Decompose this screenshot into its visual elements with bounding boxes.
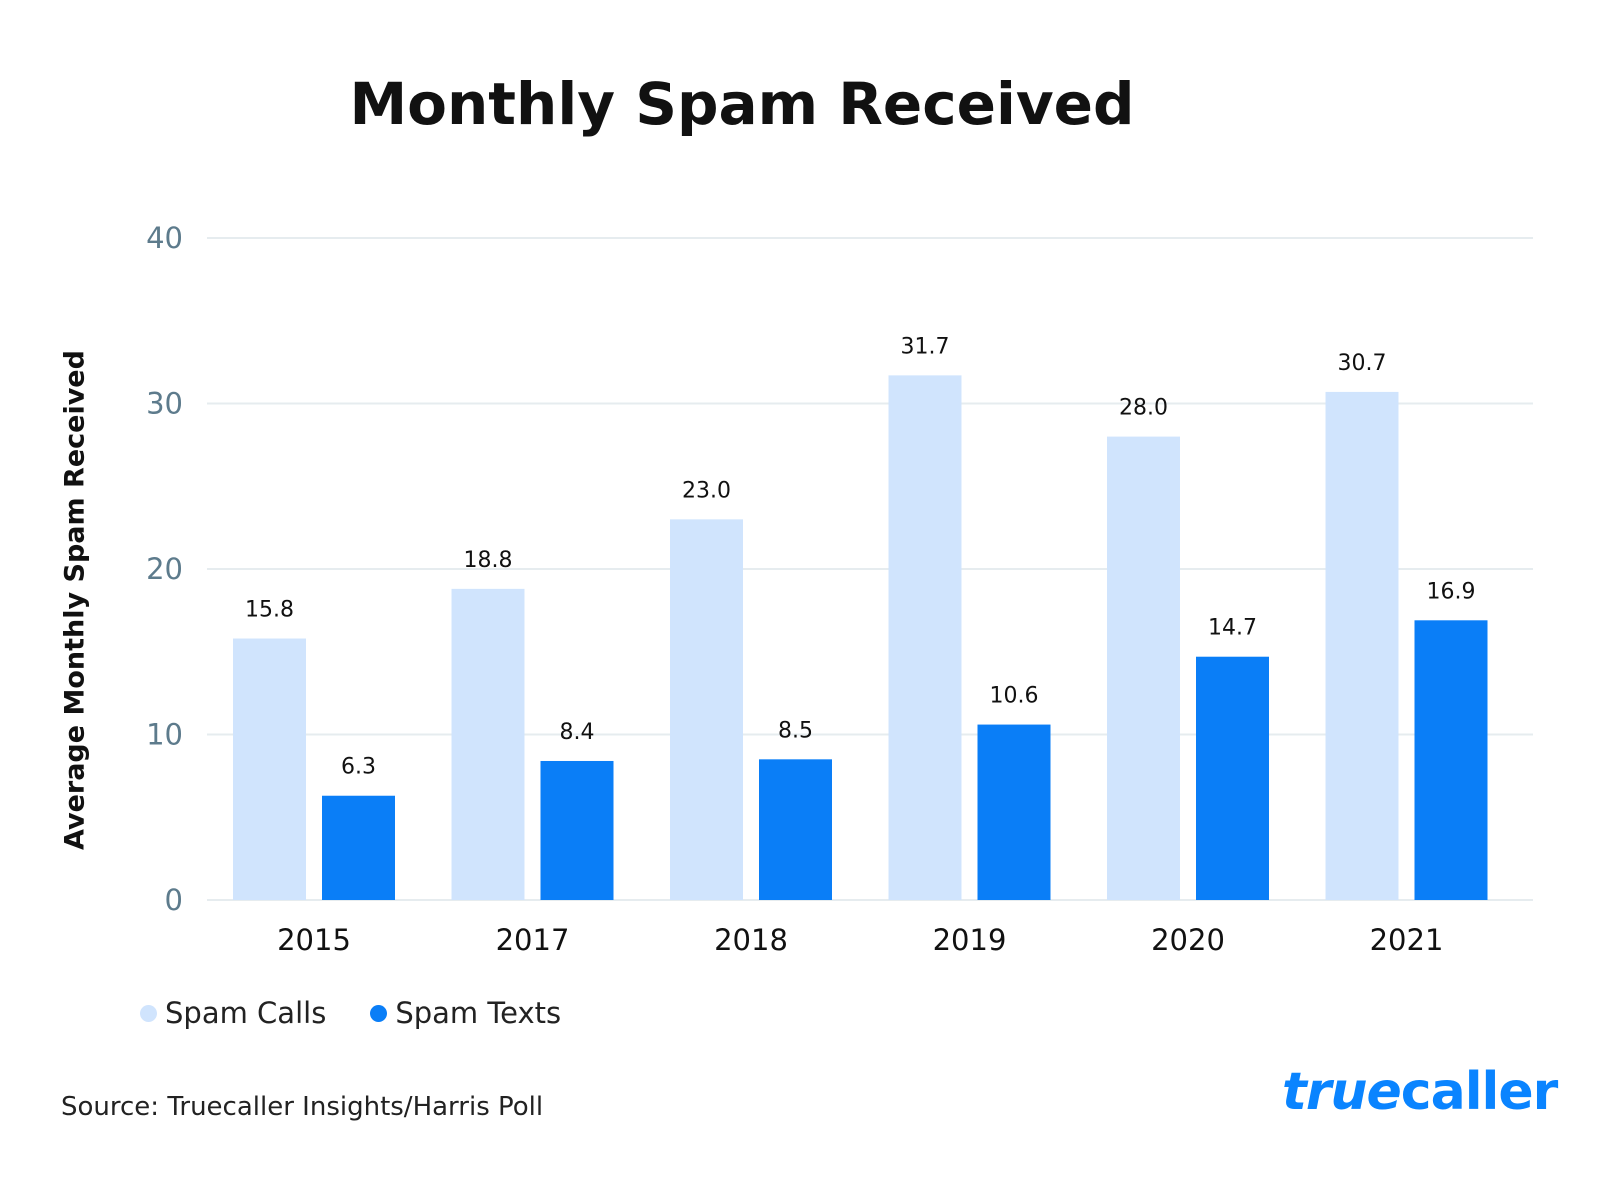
y-tick-label: 0 <box>165 883 183 917</box>
bar-spam-texts <box>977 724 1051 900</box>
bar-spam-calls <box>670 519 743 900</box>
y-tick-label: 20 <box>146 552 183 586</box>
data-label: 6.3 <box>341 755 376 780</box>
legend-label: Spam Texts <box>395 996 562 1030</box>
legend: Spam Calls Spam Texts <box>140 996 561 1030</box>
legend-swatch-spam-texts <box>370 1004 388 1022</box>
bar-spam-texts <box>540 760 614 900</box>
truecaller-logo: truecaller <box>1282 1062 1558 1122</box>
x-tick-label: 2019 <box>933 923 1007 957</box>
data-label: 8.4 <box>560 720 595 745</box>
bar-spam-calls <box>1107 436 1180 900</box>
data-label: 23.0 <box>682 478 731 503</box>
legend-swatch-spam-calls <box>140 1004 157 1022</box>
data-label: 18.8 <box>464 548 513 573</box>
bar-spam-texts <box>322 795 395 900</box>
data-label: 10.6 <box>990 684 1039 709</box>
legend-item-spam-calls: Spam Calls <box>140 996 326 1030</box>
bar-spam-calls <box>888 375 962 900</box>
legend-label: Spam Calls <box>165 996 327 1030</box>
x-tick-label: 2021 <box>1370 923 1444 957</box>
y-tick-label: 10 <box>146 718 183 752</box>
data-label: 14.7 <box>1208 616 1257 641</box>
bar-spam-texts <box>1414 620 1488 900</box>
x-tick-label: 2020 <box>1151 923 1225 957</box>
data-label: 30.7 <box>1338 351 1387 376</box>
x-tick-label: 2015 <box>277 923 351 957</box>
logo-part: caller <box>1400 1062 1558 1122</box>
legend-item-spam-texts: Spam Texts <box>370 996 561 1030</box>
data-label: 15.8 <box>245 598 294 623</box>
source-note: Source: Truecaller Insights/Harris Poll <box>61 1092 544 1122</box>
data-label: 28.0 <box>1119 396 1168 421</box>
x-tick-label: 2017 <box>496 923 570 957</box>
bar-spam-calls <box>1325 391 1399 900</box>
bar-spam-texts <box>1196 656 1269 900</box>
y-tick-label: 30 <box>146 387 183 421</box>
data-label: 31.7 <box>901 334 950 359</box>
bar-spam-calls <box>233 638 306 900</box>
chart-title: Monthly Spam Received <box>349 70 1135 138</box>
logo-part: true <box>1282 1062 1402 1122</box>
data-label: 8.5 <box>778 718 813 743</box>
data-label: 16.9 <box>1427 579 1476 604</box>
x-tick-label: 2018 <box>714 923 788 957</box>
bar-spam-texts <box>759 759 832 900</box>
bar-spam-calls <box>451 588 525 900</box>
y-tick-label: 40 <box>146 221 183 255</box>
